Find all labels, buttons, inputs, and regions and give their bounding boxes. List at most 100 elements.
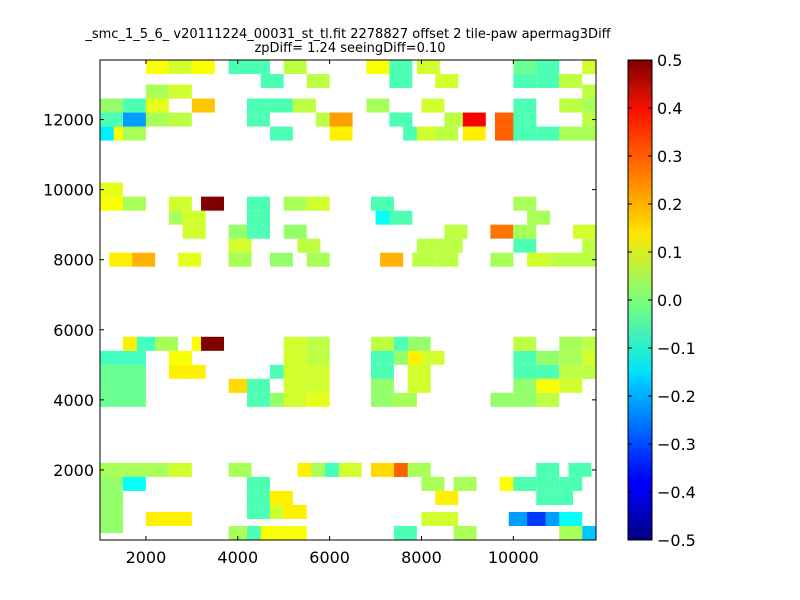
colorbar-ticks: 0.5 0.4 0.3 0.2 0.1 0.0 −0.1 −0.2 −0.3 −0.4 −0.5: [628, 51, 696, 550]
heatmap-cell: [122, 196, 146, 211]
heatmap-cell: [513, 126, 537, 141]
heatmap-cell: [191, 98, 215, 113]
heatmap-cell: [435, 126, 459, 141]
heatmap-cell: [536, 350, 560, 365]
heatmap-cell: [246, 392, 270, 407]
colorbar-tick-label: −0.5: [657, 531, 696, 550]
heatmap-cell: [407, 364, 431, 379]
heatmap-cell: [100, 350, 123, 365]
colorbar-tick-label: −0.2: [657, 387, 696, 406]
heatmap-cell: [573, 224, 596, 239]
heatmap-cell: [182, 210, 206, 225]
heatmap-cell: [100, 490, 123, 505]
heatmap-cell: [122, 462, 146, 477]
heatmap-cell: [462, 126, 486, 141]
heatmap-cell: [513, 196, 537, 211]
heatmap-cell: [389, 112, 413, 127]
heatmap-cell: [168, 84, 192, 99]
heatmap-cell: [228, 252, 252, 267]
heatmap-cell: [228, 60, 252, 75]
heatmap-cell: [122, 126, 146, 141]
x-tick-label: 2000: [126, 548, 167, 567]
heatmap-cell: [421, 350, 445, 365]
heatmap-cell: [306, 364, 330, 379]
heatmap-cell: [306, 196, 330, 211]
heatmap-cell: [536, 364, 560, 379]
heatmap-cell: [100, 476, 123, 491]
heatmap-cell: [412, 252, 436, 267]
colorbar-tick-label: 0.5: [657, 51, 682, 70]
heatmap-cell: [435, 511, 459, 526]
heatmap-cell: [582, 364, 596, 379]
heatmap-cell: [550, 252, 574, 267]
heatmap-cell: [122, 392, 146, 407]
heatmap-cell: [283, 364, 307, 379]
colorbar-tick-label: 0.2: [657, 195, 682, 214]
heatmap-cell: [283, 196, 307, 211]
heatmap-cell: [527, 252, 551, 267]
y-tick-label: 8000: [53, 251, 94, 270]
heatmap-cell: [228, 238, 252, 253]
heatmap-cell: [573, 252, 596, 267]
heatmap-cell: [136, 336, 160, 351]
heatmap-cell: [462, 112, 486, 127]
heatmap-cell: [513, 238, 537, 253]
heatmap-cell: [490, 252, 514, 267]
heatmap-cell: [283, 525, 307, 540]
heatmap-cell: [283, 224, 307, 239]
colorbar-tick-label: −0.3: [657, 435, 696, 454]
heatmap-cell: [145, 98, 169, 113]
x-tick-label: 10000: [488, 548, 539, 567]
heatmap-cell: [407, 462, 431, 477]
heatmap-cell: [370, 392, 394, 407]
heatmap-cell: [513, 476, 537, 491]
heatmap-cell: [100, 196, 123, 211]
heatmap-cell: [306, 252, 330, 267]
heatmap-cell: [201, 336, 224, 351]
heatmap-cell: [246, 112, 270, 127]
heatmap-cell: [182, 224, 206, 239]
heatmap-cell: [494, 112, 518, 127]
heatmap-cell: [389, 210, 413, 225]
heatmap-cell: [283, 392, 307, 407]
heatmap-cell: [246, 490, 270, 505]
heatmap-cell: [513, 224, 537, 239]
heatmap-cell: [536, 392, 560, 407]
heatmap-cell: [513, 378, 537, 393]
heatmap-cell: [421, 98, 445, 113]
heatmap-cell: [145, 84, 169, 99]
heatmap-cell: [306, 378, 330, 393]
heatmap-cell: [168, 112, 192, 127]
heatmap-cell: [132, 252, 156, 267]
heatmap-cells: [100, 60, 596, 540]
chart-title: _smc_1_5_6_ v20111224_00031_st_tl.fit 22…: [84, 27, 611, 42]
heatmap-cell: [536, 60, 560, 75]
heatmap-cell: [228, 224, 252, 239]
heatmap-cell: [168, 364, 192, 379]
heatmap-cell: [145, 511, 169, 526]
heatmap-cell: [246, 378, 270, 393]
heatmap-cell: [366, 98, 390, 113]
heatmap-cell: [122, 112, 146, 127]
heatmap-cell: [393, 525, 417, 540]
heatmap-cell: [513, 336, 537, 351]
heatmap-cell: [453, 525, 477, 540]
heatmap-cell: [168, 350, 192, 365]
heatmap-cell: [269, 126, 293, 141]
heatmap-cell: [168, 60, 192, 75]
heatmap-cell: [100, 98, 123, 113]
heatmap-cell: [559, 511, 583, 526]
heatmap-cell: [366, 60, 390, 75]
heatmap-cell: [228, 378, 252, 393]
heatmap-cell: [536, 378, 560, 393]
heatmap-cell: [100, 504, 123, 519]
heatmap-cell: [513, 350, 537, 365]
heatmap-cell: [407, 378, 431, 393]
heatmap-cell: [306, 350, 330, 365]
heatmap-cell: [444, 224, 468, 239]
heatmap-cell: [513, 74, 537, 89]
heatmap-cell: [453, 476, 477, 491]
heatmap-cell: [559, 336, 583, 351]
heatmap-cell: [582, 112, 596, 127]
heatmap-cell: [246, 60, 270, 75]
